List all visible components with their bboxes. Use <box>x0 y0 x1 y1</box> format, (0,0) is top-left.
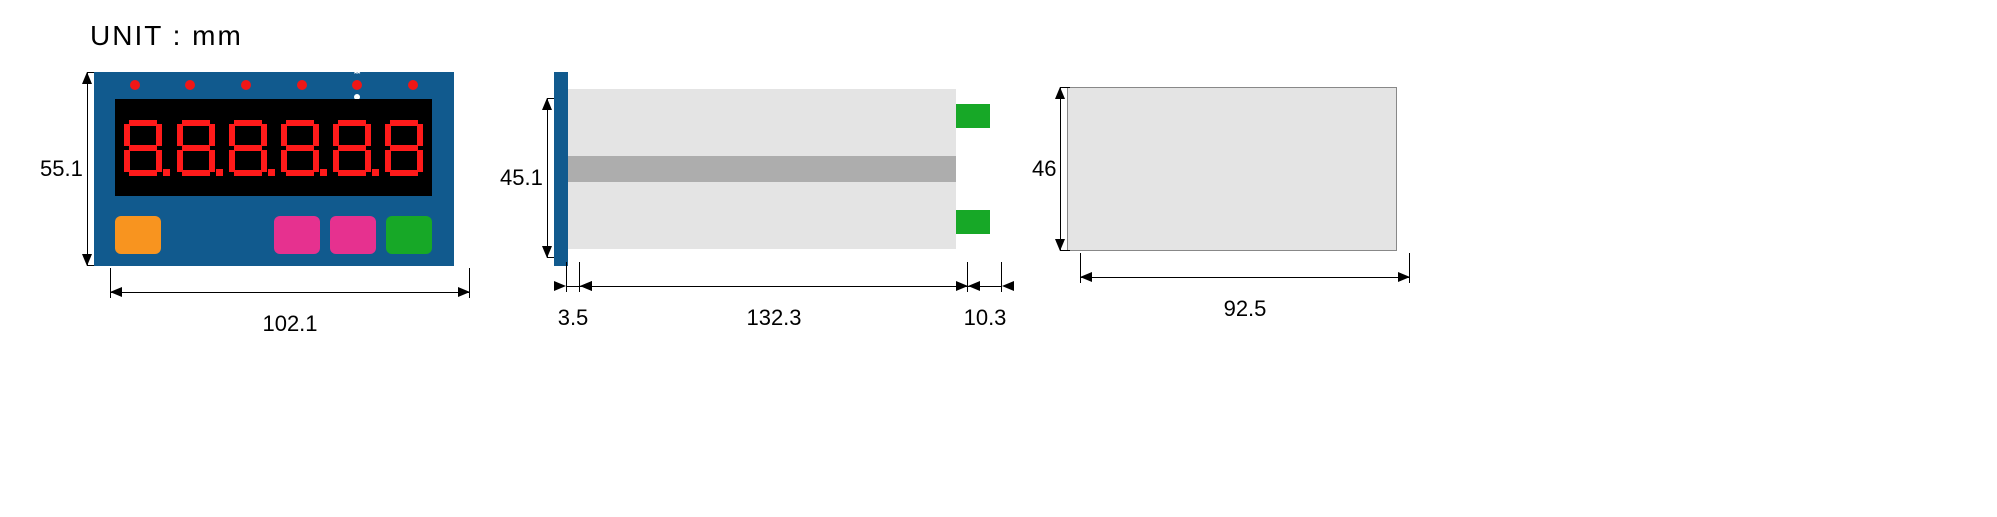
back-view-block: 46 92.5 <box>1032 72 1410 322</box>
views-row: 55.1 ¤ <box>40 72 1957 337</box>
front-width-label: 102.1 <box>262 311 317 337</box>
button-magenta-2[interactable] <box>330 216 376 255</box>
status-led <box>130 80 140 90</box>
back-width-label: 92.5 <box>1224 296 1267 322</box>
digit <box>229 120 267 176</box>
side-height-dim: 45.1 <box>500 89 548 266</box>
side-body-dim: 132.3 <box>580 286 968 331</box>
led-row: ¤ <box>130 80 418 90</box>
digit <box>385 120 423 176</box>
status-led <box>408 80 418 90</box>
side-bezel-dim: 3.5 <box>566 286 580 331</box>
button-orange[interactable] <box>115 216 161 255</box>
back-height-label: 46 <box>1032 156 1056 182</box>
status-led: ¤ <box>352 80 362 90</box>
back-width-dim: 92.5 <box>1080 277 1410 322</box>
front-height-dim: 55.1 <box>40 72 88 266</box>
side-core-band <box>568 156 956 182</box>
digit <box>177 120 215 176</box>
buttons-row <box>115 216 432 255</box>
button-green[interactable] <box>386 216 432 255</box>
front-width-dim: 102.1 <box>110 292 470 337</box>
side-view-block: 45.1 <box>500 72 1002 331</box>
front-view-block: 55.1 ¤ <box>40 72 470 337</box>
back-panel <box>1067 87 1397 251</box>
digit <box>124 120 162 176</box>
status-led <box>297 80 307 90</box>
side-panel <box>554 72 990 266</box>
front-height-label: 55.1 <box>40 156 83 182</box>
side-conn-label: 10.3 <box>964 305 1007 331</box>
side-bezel <box>554 72 568 266</box>
digit <box>281 120 319 176</box>
unit-label: UNIT : mm <box>90 20 1957 52</box>
side-conn-dim: 10.3 <box>968 286 1002 331</box>
seven-segment-display <box>115 99 432 196</box>
side-body-label: 132.3 <box>746 305 801 331</box>
status-led <box>241 80 251 90</box>
back-height-dim: 46 <box>1032 87 1061 251</box>
digit <box>333 120 371 176</box>
status-led <box>185 80 195 90</box>
front-panel: ¤ <box>94 72 454 266</box>
side-connector-top <box>956 104 990 128</box>
button-magenta-1[interactable] <box>274 216 320 255</box>
side-height-label: 45.1 <box>500 165 543 191</box>
sun-icon: ¤ <box>353 62 361 78</box>
side-connector-bot <box>956 210 990 234</box>
